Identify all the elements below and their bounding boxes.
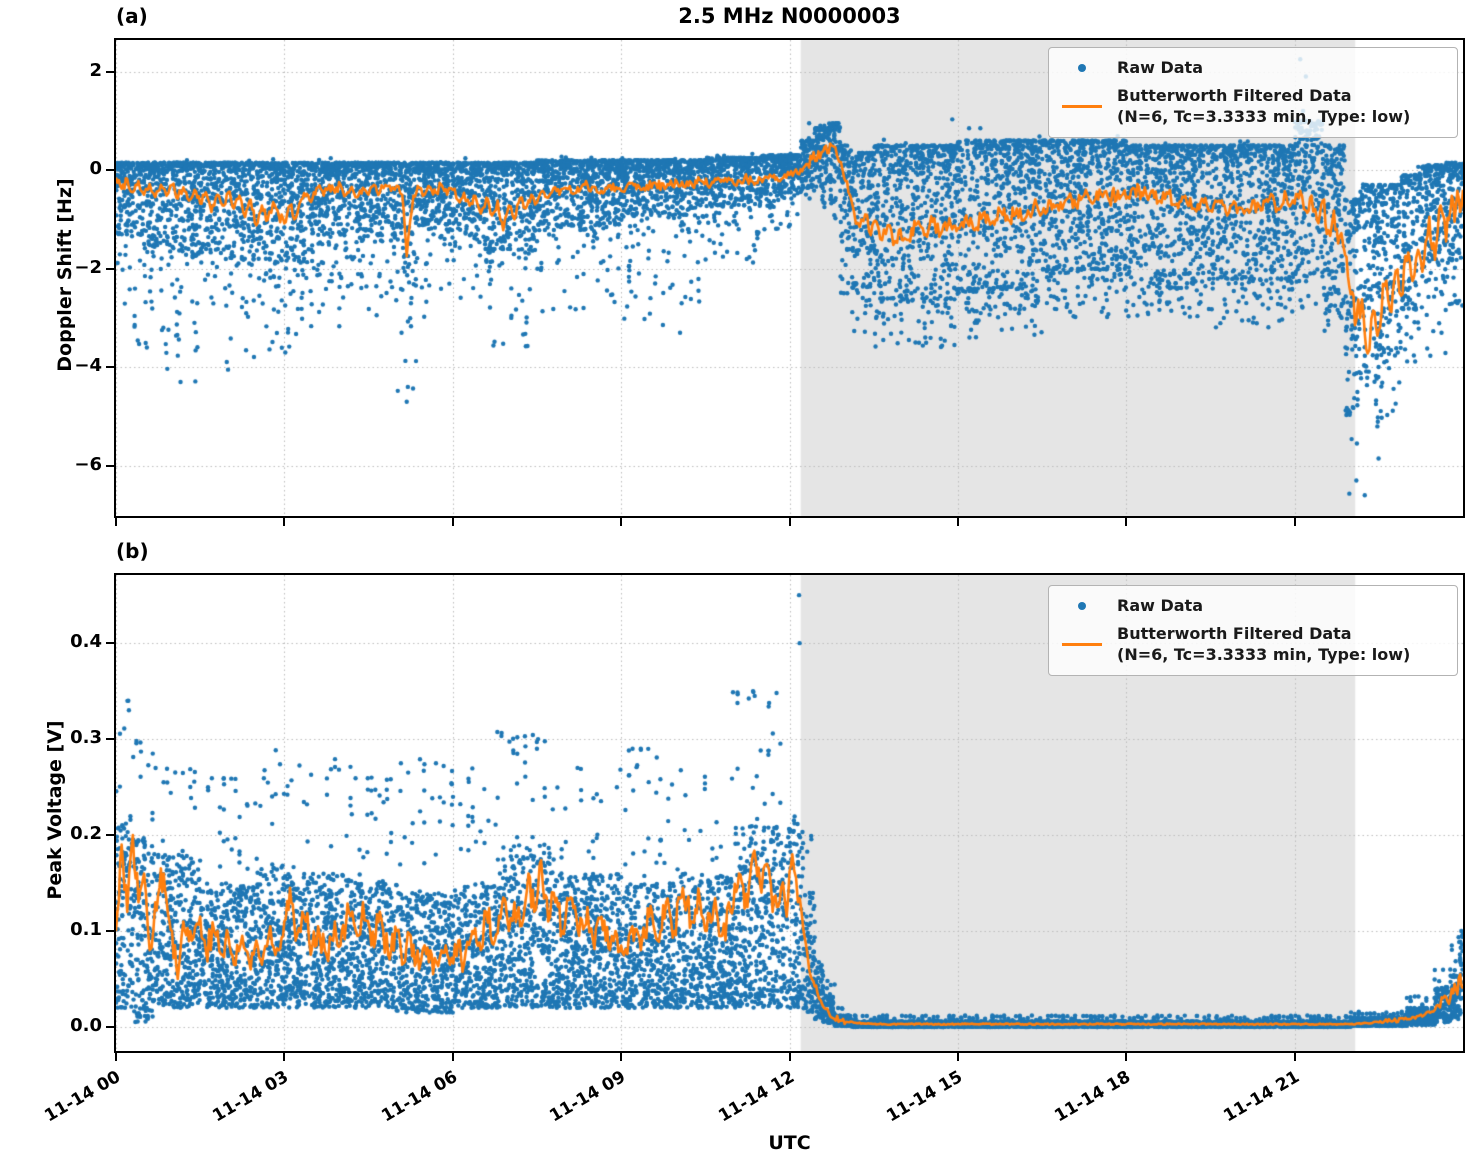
y-tick-label: −4: [74, 355, 102, 377]
y-tick-mark: [106, 70, 114, 73]
y-tick-mark: [106, 834, 114, 837]
panel-a-legend: Raw Data Butterworth Filtered Data (N=6,…: [1048, 47, 1458, 138]
legend-raw-label: Raw Data: [1117, 596, 1203, 615]
y-tick-label: 0.0: [70, 1015, 102, 1036]
panel-b-label: (b): [116, 539, 149, 563]
y-tick-mark: [106, 930, 114, 933]
x-tick-label: 11-14 00: [41, 1067, 124, 1127]
x-tick-mark: [788, 1053, 791, 1061]
y-tick-label: 0.2: [70, 823, 102, 845]
filtered-line-marker-icon: [1061, 642, 1103, 646]
y-tick-mark: [106, 267, 114, 270]
x-tick-mark: [1125, 518, 1128, 526]
x-tick-mark: [283, 1053, 286, 1061]
legend-filtered-label: Butterworth Filtered Data (N=6, Tc=3.333…: [1117, 85, 1410, 127]
figure-title: 2.5 MHz N0000003: [678, 4, 901, 28]
x-tick-mark: [1293, 1053, 1296, 1061]
legend-filtered-row: Butterworth Filtered Data (N=6, Tc=3.333…: [1061, 85, 1445, 127]
x-tick-mark: [451, 1053, 454, 1061]
legend-raw-row: Raw Data: [1061, 595, 1445, 616]
x-tick-mark: [1125, 1053, 1128, 1061]
y-tick-label: 2: [89, 59, 102, 81]
x-tick-mark: [283, 518, 286, 526]
y-tick-label: 0.1: [70, 919, 102, 941]
y-tick-mark: [106, 366, 114, 369]
x-tick-mark: [115, 518, 117, 526]
panel-b-legend: Raw Data Butterworth Filtered Data (N=6,…: [1048, 585, 1458, 676]
y-tick-label: 0: [89, 158, 102, 180]
y-tick-label: 0.3: [70, 727, 102, 749]
legend-raw-label: Raw Data: [1117, 58, 1203, 77]
x-tick-mark: [956, 1053, 959, 1061]
y-tick-label: −2: [74, 256, 102, 278]
x-tick-mark: [1293, 518, 1296, 526]
x-tick-mark: [956, 518, 959, 526]
y-tick-mark: [106, 642, 114, 645]
legend-filtered-label-line1: Butterworth Filtered Data: [1117, 624, 1352, 643]
y-tick-mark: [106, 1026, 114, 1028]
legend-filtered-label-line1: Butterworth Filtered Data: [1117, 86, 1352, 105]
x-tick-mark: [788, 518, 791, 526]
y-tick-mark: [106, 464, 114, 467]
y-tick-mark: [106, 738, 114, 741]
x-axis-label: UTC: [768, 1132, 811, 1154]
raw-data-marker-icon: [1061, 601, 1103, 610]
legend-filtered-label-line2: (N=6, Tc=3.3333 min, Type: low): [1117, 107, 1411, 126]
raw-data-marker-icon: [1061, 63, 1103, 72]
panel-a-label: (a): [116, 4, 148, 28]
x-tick-mark: [451, 518, 454, 526]
x-tick-mark: [620, 518, 623, 526]
y-tick-label: 0.4: [70, 631, 102, 653]
legend-filtered-label-line2: (N=6, Tc=3.3333 min, Type: low): [1117, 645, 1411, 664]
legend-filtered-row: Butterworth Filtered Data (N=6, Tc=3.333…: [1061, 623, 1445, 665]
x-tick-mark: [115, 1053, 117, 1061]
x-tick-mark: [620, 1053, 623, 1061]
y-tick-label: −6: [74, 453, 102, 475]
y-tick-mark: [106, 169, 114, 172]
legend-filtered-label: Butterworth Filtered Data (N=6, Tc=3.333…: [1117, 623, 1410, 665]
filtered-line-marker-icon: [1061, 104, 1103, 108]
legend-raw-row: Raw Data: [1061, 57, 1445, 78]
